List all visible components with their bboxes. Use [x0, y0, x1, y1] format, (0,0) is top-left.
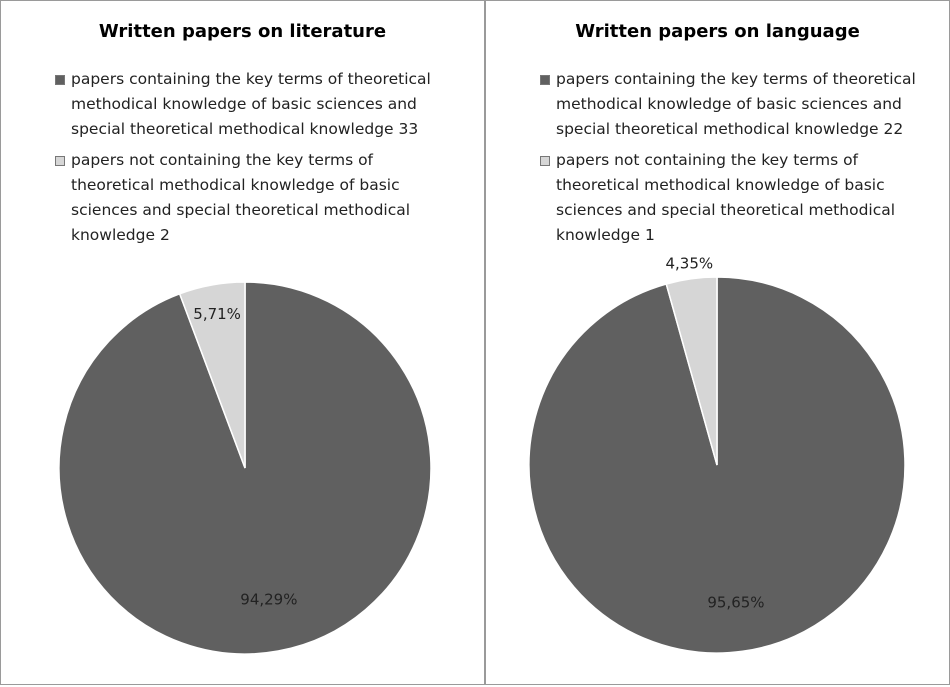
slice-label: 95,65%: [707, 593, 764, 611]
legend: papers containing the key terms of theor…: [540, 67, 940, 254]
slice-label: 5,71%: [193, 305, 241, 323]
slice-label: 4,35%: [666, 254, 714, 272]
legend-label: papers not containing the key terms of t…: [556, 151, 896, 244]
chart-panel: 94,29% 5,71% Written papers on literature p…: [0, 0, 485, 685]
pie-slice: [58, 281, 432, 655]
chart-panel: 95,65% 4,35% Written papers on language pap…: [485, 0, 950, 685]
legend: papers containing the key terms of theor…: [55, 67, 455, 254]
legend-swatch: [540, 156, 550, 166]
pie-slice: [665, 276, 718, 466]
legend-label: papers containing the key terms of theor…: [556, 70, 916, 138]
pie-slice: [178, 281, 246, 469]
legend-swatch: [55, 75, 65, 85]
legend-swatch: [55, 156, 65, 166]
chart-title: Written papers on literature: [98, 21, 387, 42]
legend-swatch: [540, 75, 550, 85]
legend-item: papers containing the key terms of theor…: [55, 67, 455, 142]
legend-item: papers not containing the key terms of t…: [540, 148, 940, 248]
pie-chart: 94,29% 5,71%: [58, 281, 432, 655]
chart-title: Written papers on language: [575, 21, 860, 42]
legend-item: papers not containing the key terms of t…: [55, 148, 455, 248]
slice-label: 94,29%: [240, 590, 297, 608]
legend-label: papers not containing the key terms of t…: [71, 151, 411, 244]
pie-chart: 95,65% 4,35%: [528, 254, 906, 654]
legend-label: papers containing the key terms of theor…: [71, 70, 431, 138]
legend-item: papers containing the key terms of theor…: [540, 67, 940, 142]
